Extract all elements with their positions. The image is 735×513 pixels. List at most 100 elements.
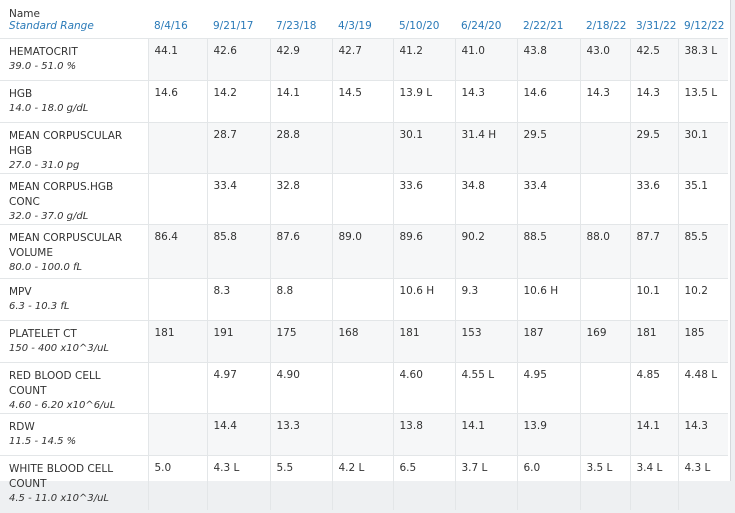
result-row: MEAN CORPUS.HGB CONC 32.0 - 37.0 g/dL 33.4… [0,173,728,225]
test-name: MEAN CORPUSCULAR HGB [9,130,123,157]
value-cell: 187 [516,320,580,363]
value-cell: 41.2 [392,38,455,81]
value-cell: 6.5 [392,455,455,510]
date-header[interactable]: 8/4/16 [154,20,188,32]
value-cell: 30.1 [392,122,455,174]
empty-cell [147,173,207,225]
empty-cell [331,278,393,321]
date-header[interactable]: 7/23/18 [276,20,317,32]
value-cell: 89.0 [331,224,393,279]
value-cell: 4.90 [269,362,332,414]
result-row: HGB 14.0 - 18.0 g/dL 14.6 14.2 14.1 14.5 13.9 … [0,80,728,123]
value-cell: 33.6 [392,173,455,225]
header-row: Name Standard Range 8/4/16 9/21/17 7/23/18… [0,0,728,39]
value-cell: 87.6 [269,224,332,279]
test-name: HEMATOCRIT [9,46,78,58]
value-cell: 4.3 L [677,455,728,510]
result-row: HEMATOCRIT 39.0 - 51.0 % 44.1 42.6 42.9 42.7 4… [0,38,728,81]
value-cell: 43.0 [579,38,630,81]
value-cell: 181 [392,320,455,363]
value-cell: 153 [454,320,517,363]
date-header[interactable]: 6/24/20 [461,20,502,32]
value-cell: 4.2 L [331,455,393,510]
value-cell: 33.4 [206,173,270,225]
value-cell: 6.0 [516,455,580,510]
test-name: PLATELET CT [9,328,77,340]
value-cell: 10.1 [629,278,678,321]
empty-cell [147,362,207,414]
value-cell: 8.8 [269,278,332,321]
value-cell: 13.5 L [677,80,728,123]
result-row: MPV 6.3 - 10.3 fL 8.3 8.8 10.6 H 9.3 10.6 H 10.… [0,278,728,321]
result-row: RED BLOOD CELL COUNT 4.60 - 6.20 x10^6/uL… [0,362,728,414]
test-name: RED BLOOD CELL COUNT [9,370,101,397]
value-cell: 34.8 [454,173,517,225]
value-cell: 42.7 [331,38,393,81]
value-cell: 13.8 [392,413,455,456]
value-cell: 30.1 [677,122,728,174]
value-cell: 8.3 [206,278,270,321]
date-header[interactable]: 5/10/20 [399,20,440,32]
empty-cell [579,122,630,174]
test-cell: PLATELET CT 150 - 400 x10^3/uL [0,320,148,363]
empty-cell [579,362,630,414]
empty-cell [579,413,630,456]
empty-cell [331,173,393,225]
empty-cell [147,278,207,321]
value-cell: 41.0 [454,38,517,81]
value-cell: 14.3 [677,413,728,456]
result-row: MEAN CORPUSCULAR HGB 27.0 - 31.0 pg 28.7 28… [0,122,728,174]
value-cell: 38.3 L [677,38,728,81]
test-cell: HGB 14.0 - 18.0 g/dL [0,81,148,123]
date-header[interactable]: 2/22/21 [523,20,564,32]
value-cell: 4.85 [629,362,678,414]
value-cell: 185 [677,320,728,363]
date-header[interactable]: 4/3/19 [338,20,372,32]
value-cell: 10.6 H [392,278,455,321]
test-range: 11.5 - 14.5 % [9,436,77,447]
value-cell: 10.2 [677,278,728,321]
test-range: 39.0 - 51.0 % [9,61,77,72]
value-cell: 88.5 [516,224,580,279]
empty-cell [579,173,630,225]
value-cell: 28.7 [206,122,270,174]
value-cell: 14.2 [206,80,270,123]
value-cell: 14.3 [579,80,630,123]
value-cell: 14.6 [147,80,207,123]
test-name: MEAN CORPUS.HGB CONC [9,181,114,208]
value-cell: 3.4 L [629,455,678,510]
test-cell: HEMATOCRIT 39.0 - 51.0 % [0,38,148,81]
value-cell: 88.0 [579,224,630,279]
value-cell: 14.6 [516,80,580,123]
header-name-cell: Name Standard Range [0,0,148,39]
value-cell: 181 [629,320,678,363]
test-cell: MEAN CORPUS.HGB CONC 32.0 - 37.0 g/dL [0,174,148,225]
value-cell: 14.1 [269,80,332,123]
value-cell: 169 [579,320,630,363]
value-cell: 89.6 [392,224,455,279]
test-cell: MPV 6.3 - 10.3 fL [0,279,148,321]
test-range: 80.0 - 100.0 fL [9,262,83,273]
value-cell: 35.1 [677,173,728,225]
value-cell: 33.6 [629,173,678,225]
value-cell: 4.97 [206,362,270,414]
value-cell: 42.6 [206,38,270,81]
empty-cell [331,413,393,456]
empty-cell [147,413,207,456]
value-cell: 31.4 H [454,122,517,174]
value-cell: 5.5 [269,455,332,510]
date-header[interactable]: 3/31/22 [636,20,677,32]
date-header[interactable]: 9/12/22 [684,20,725,32]
test-name: MEAN CORPUSCULAR VOLUME [9,232,123,259]
result-row: MEAN CORPUSCULAR VOLUME 80.0 - 100.0 fL 86… [0,224,728,279]
value-cell: 44.1 [147,38,207,81]
value-cell: 13.9 L [392,80,455,123]
value-cell: 5.0 [147,455,207,510]
date-header[interactable]: 9/21/17 [213,20,254,32]
test-name: HGB [9,88,33,100]
value-cell: 175 [269,320,332,363]
value-cell: 181 [147,320,207,363]
date-header[interactable]: 2/18/22 [586,20,627,32]
